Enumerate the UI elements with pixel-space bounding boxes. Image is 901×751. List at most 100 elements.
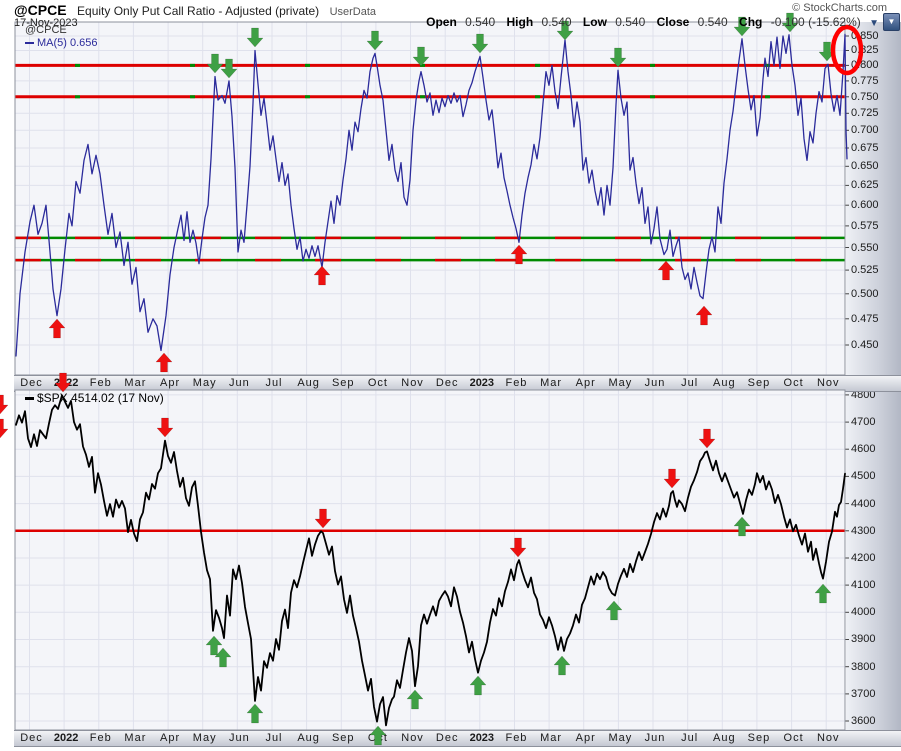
buy-signal-arrow-icon bbox=[48, 318, 66, 339]
y-axis-tick-label: 3700 bbox=[851, 687, 876, 700]
cpce-ma5-line bbox=[15, 33, 848, 357]
x-axis-month-label: May bbox=[608, 732, 633, 744]
spx-price-line bbox=[15, 394, 846, 727]
y-axis-tick-label: 0.450 bbox=[851, 339, 879, 352]
legend-ma-value: MA(5) 0.656 bbox=[25, 37, 98, 50]
y-axis-tick-label: 0.700 bbox=[851, 124, 879, 137]
y-axis-tick-label: 3800 bbox=[851, 660, 876, 673]
open-label: Open bbox=[426, 15, 457, 29]
sell-signal-arrow-icon bbox=[412, 46, 430, 67]
sell-signal-arrow-icon bbox=[206, 53, 224, 74]
x-axis-month-label: Jul bbox=[265, 377, 283, 389]
ohlc-quote-bar: Open 0.540 High 0.540 Low 0.540 Close 0.… bbox=[426, 15, 879, 29]
y-axis-tick-label: 0.600 bbox=[851, 199, 879, 212]
x-axis-month-label: Oct bbox=[783, 377, 804, 389]
y-axis-tick-label: 4200 bbox=[851, 551, 876, 564]
y-axis-tick-label: 4000 bbox=[851, 606, 876, 619]
x-axis-month-label: Nov bbox=[816, 377, 840, 389]
sell-signal-arrow-icon bbox=[314, 508, 332, 529]
chevron-down-icon[interactable]: ▼ bbox=[869, 18, 879, 29]
buy-signal-arrow-icon bbox=[605, 600, 623, 621]
sell-signal-arrow-icon bbox=[0, 394, 9, 415]
x-axis-month-label: Jun bbox=[228, 732, 250, 744]
buy-signal-arrow-icon bbox=[695, 305, 713, 326]
spx-line-swatch-icon bbox=[25, 397, 34, 401]
chg-value: -0.100 (-15.62%) bbox=[770, 15, 861, 29]
x-axis-month-label: Aug bbox=[297, 377, 320, 389]
x-axis-month-label: Oct bbox=[367, 377, 388, 389]
y-axis-tick-label: 0.500 bbox=[851, 287, 879, 300]
buy-signal-arrow-icon bbox=[553, 655, 571, 676]
y-axis-tick-label: 0.675 bbox=[851, 142, 879, 154]
x-axis-month-label: 2023 bbox=[469, 377, 495, 389]
x-axis-month-label: Mar bbox=[540, 732, 563, 744]
buy-signal-arrow-icon bbox=[155, 352, 173, 373]
userdata-tag: UserData bbox=[329, 6, 377, 18]
x-axis-month-label: Apr bbox=[575, 732, 596, 744]
buy-signal-arrow-icon bbox=[657, 260, 675, 281]
x-axis-month-label: Feb bbox=[505, 732, 528, 744]
y-axis-tick-label: 0.750 bbox=[851, 90, 879, 103]
y-axis-tick-label: 4700 bbox=[851, 416, 876, 429]
x-axis-month-label: Dec bbox=[435, 377, 459, 389]
sell-signal-arrow-icon bbox=[220, 58, 238, 79]
sell-signal-arrow-icon bbox=[698, 428, 716, 449]
x-axis-month-label: Mar bbox=[124, 377, 147, 389]
x-axis-month-label: 2022 bbox=[53, 377, 79, 389]
y-axis-bottom-panel: 4800 4700 4600 4500 4400 4300 4200 4100 4000 3900… bbox=[846, 389, 901, 730]
y-axis-top-panel: 0.850 0.825 0.800 0.775 0.750 0.725 0.700 0.675… bbox=[846, 22, 901, 375]
sell-signal-arrow-icon bbox=[509, 537, 527, 558]
x-axis-month-label: Aug bbox=[713, 732, 736, 744]
buy-signal-arrow-icon bbox=[814, 583, 832, 604]
symbol-label: @CPCE bbox=[14, 2, 67, 18]
x-axis-month-label: Jul bbox=[681, 732, 699, 744]
sell-signal-arrow-icon bbox=[366, 30, 384, 51]
y-axis-tick-label: 0.775 bbox=[851, 74, 879, 87]
buy-signal-arrow-icon bbox=[246, 703, 264, 724]
x-axis-month-label: Sep bbox=[331, 377, 355, 389]
plot-border bbox=[14, 21, 846, 376]
y-axis-tick-label: 4100 bbox=[851, 579, 876, 592]
y-axis-tick-label: 0.575 bbox=[851, 219, 879, 232]
ma-line-swatch-icon bbox=[25, 42, 34, 45]
plot-background bbox=[15, 22, 845, 375]
x-axis-month-label: Mar bbox=[124, 732, 147, 744]
x-axis-month-label: Feb bbox=[89, 377, 112, 389]
buy-signal-arrow-icon bbox=[469, 675, 487, 696]
y-axis-tick-label: 0.800 bbox=[851, 59, 879, 72]
x-axis-month-label: Oct bbox=[367, 732, 388, 744]
x-axis-month-label: Nov bbox=[401, 377, 424, 389]
y-axis-tick-label: 0.625 bbox=[851, 179, 879, 192]
sell-signal-arrow-icon bbox=[471, 33, 489, 54]
buy-signal-arrow-icon bbox=[733, 516, 751, 537]
y-axis-tick-label: 0.525 bbox=[851, 264, 879, 277]
x-axis-months-bottom: Dec 2022 Feb Mar Apr May Jun Jul Aug Sep Oct Nov Dec… bbox=[14, 730, 901, 747]
x-axis-month-label: 2022 bbox=[53, 732, 79, 744]
low-label: Low bbox=[582, 15, 607, 29]
y-axis-tick-label: 3600 bbox=[851, 715, 876, 728]
x-axis-month-label: Apr bbox=[575, 377, 596, 389]
x-axis-month-label: Feb bbox=[505, 377, 528, 389]
y-axis-tick-label: 0.725 bbox=[851, 107, 879, 120]
high-label: High bbox=[506, 15, 534, 29]
sell-signal-arrow-icon bbox=[818, 41, 836, 62]
chart-header: @CPCE Equity Only Put Call Ratio - Adjus… bbox=[14, 2, 376, 20]
x-axis-month-label: Jun bbox=[644, 377, 666, 389]
copyright-label: © StockCharts.com bbox=[792, 2, 887, 14]
x-axis-month-label: Mar bbox=[540, 377, 563, 389]
high-value: 0.540 bbox=[541, 15, 572, 29]
chart-menu-button[interactable]: ▼ bbox=[883, 13, 900, 31]
x-axis-month-label: Dec bbox=[435, 732, 459, 744]
y-axis-tick-label: 0.825 bbox=[851, 44, 879, 57]
x-axis-month-label: 2023 bbox=[469, 732, 495, 744]
sell-signal-arrow-icon bbox=[609, 47, 627, 68]
x-axis-month-label: Sep bbox=[747, 377, 771, 389]
y-axis-tick-label: 0.550 bbox=[851, 241, 879, 254]
x-axis-month-label: Sep bbox=[331, 732, 355, 744]
x-axis-month-label: Nov bbox=[816, 732, 840, 744]
open-value: 0.540 bbox=[465, 15, 496, 29]
x-axis-month-label: Feb bbox=[89, 732, 112, 744]
y-axis-tick-label: 0.650 bbox=[851, 160, 879, 173]
buy-signal-arrow-icon bbox=[510, 244, 528, 265]
x-axis-month-label: May bbox=[192, 377, 217, 389]
